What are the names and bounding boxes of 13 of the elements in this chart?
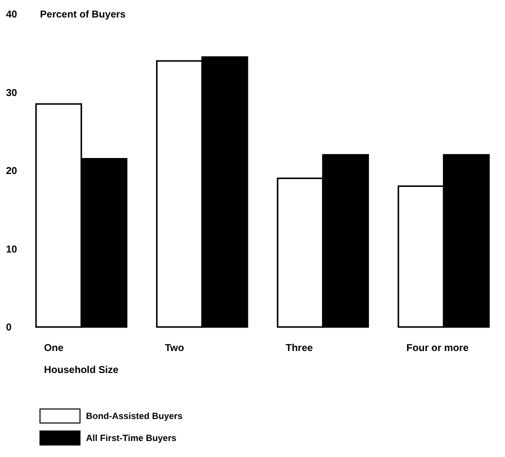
legend-label: All First-Time Buyers [86, 433, 176, 444]
y-tick-label: 40 [6, 10, 18, 20]
y-tick-label: 20 [6, 166, 18, 177]
x-tick-label: One [44, 343, 64, 354]
y-tick-label: 0 [6, 322, 12, 334]
x-tick-label: Four or more [406, 343, 470, 354]
y-axis-title: Percent of Buyers [40, 10, 126, 20]
x-tick-label: Three [286, 343, 314, 354]
x-axis-title: Household Size [44, 365, 119, 376]
y-tick-label: 30 [6, 88, 18, 99]
legend-label: Bond-Assisted Buyers [86, 411, 183, 422]
x-tick-label: Two [164, 343, 184, 354]
y-tick-label: 10 [6, 244, 18, 256]
